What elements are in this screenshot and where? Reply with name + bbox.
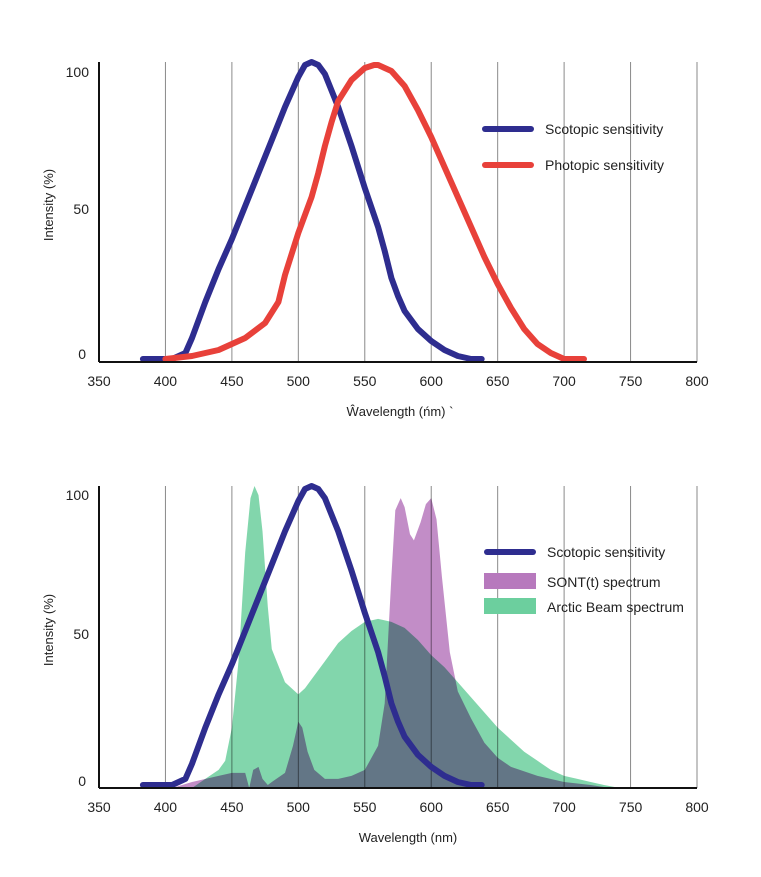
x-tick-label: 500 xyxy=(287,799,311,815)
x-tick-label: 650 xyxy=(486,799,510,815)
plot-area xyxy=(139,483,620,788)
y-tick-label: 100 xyxy=(66,487,90,503)
x-tick-label: 800 xyxy=(685,373,709,389)
gridlines xyxy=(164,486,698,788)
x-tick-label: 400 xyxy=(154,799,178,815)
x-tick-label: 700 xyxy=(552,799,576,815)
x-tick-label: 750 xyxy=(619,373,643,389)
series-line-photopic-sensitivity xyxy=(162,62,587,362)
y-tick-labels: 0 50 100 xyxy=(66,64,90,362)
legend-label-photopic: Photopic sensitivity xyxy=(545,157,664,173)
x-axis-label: Wavelength (nm) xyxy=(359,830,458,845)
x-axis-label: Ŵavelength (ńm) ` xyxy=(347,404,454,419)
x-tick-label: 450 xyxy=(220,373,244,389)
x-tick-label: 600 xyxy=(420,799,444,815)
series-area-sont-t-spectrum xyxy=(172,498,611,788)
y-tick-label: 50 xyxy=(73,626,89,642)
x-tick-label: 800 xyxy=(685,799,709,815)
y-axis-label: Intensity (%) xyxy=(41,594,56,666)
gridlines xyxy=(164,62,698,362)
x-tick-label: 550 xyxy=(353,799,377,815)
x-tick-labels: 350 400 450 500 550 600 650 700 750 800 xyxy=(87,799,709,815)
y-tick-labels: 0 50 100 xyxy=(66,487,90,789)
series-line-scotopic-sensitivity xyxy=(139,59,485,362)
legend-label-scotopic: Scotopic sensitivity xyxy=(545,121,663,137)
legend: Scotopic sensitivity Photopic sensitivit… xyxy=(482,121,664,173)
x-tick-label: 500 xyxy=(287,373,311,389)
y-tick-label: 0 xyxy=(78,773,86,789)
x-tick-labels: 350 400 450 500 550 600 650 700 750 800 xyxy=(87,373,709,389)
plot-area xyxy=(139,59,587,362)
series-line-scotopic-sensitivity xyxy=(139,483,485,788)
y-axis-label: Intensity (%) xyxy=(41,169,56,241)
x-tick-label: 750 xyxy=(619,799,643,815)
x-tick-label: 350 xyxy=(87,373,111,389)
x-tick-label: 650 xyxy=(486,373,510,389)
x-tick-label: 600 xyxy=(420,373,444,389)
chart-top: 350 400 450 500 550 600 650 700 750 800 … xyxy=(41,59,709,419)
y-tick-label: 100 xyxy=(66,64,90,80)
legend-swatch-sont xyxy=(484,573,536,589)
legend-label-arctic-beam: Arctic Beam spectrum xyxy=(547,599,684,615)
x-tick-label: 550 xyxy=(353,373,377,389)
y-tick-label: 0 xyxy=(78,346,86,362)
x-tick-label: 400 xyxy=(154,373,178,389)
y-tick-label: 50 xyxy=(73,201,89,217)
x-tick-label: 700 xyxy=(552,373,576,389)
legend-label-scotopic: Scotopic sensitivity xyxy=(547,544,665,560)
x-tick-label: 450 xyxy=(220,799,244,815)
legend-swatch-arctic-beam xyxy=(484,598,536,614)
legend: Scotopic sensitivity SONT(t) spectrum Ar… xyxy=(484,544,684,615)
chart-bottom: 350 400 450 500 550 600 650 700 750 800 … xyxy=(41,483,709,845)
legend-label-sont: SONT(t) spectrum xyxy=(547,574,661,590)
x-tick-label: 350 xyxy=(87,799,111,815)
